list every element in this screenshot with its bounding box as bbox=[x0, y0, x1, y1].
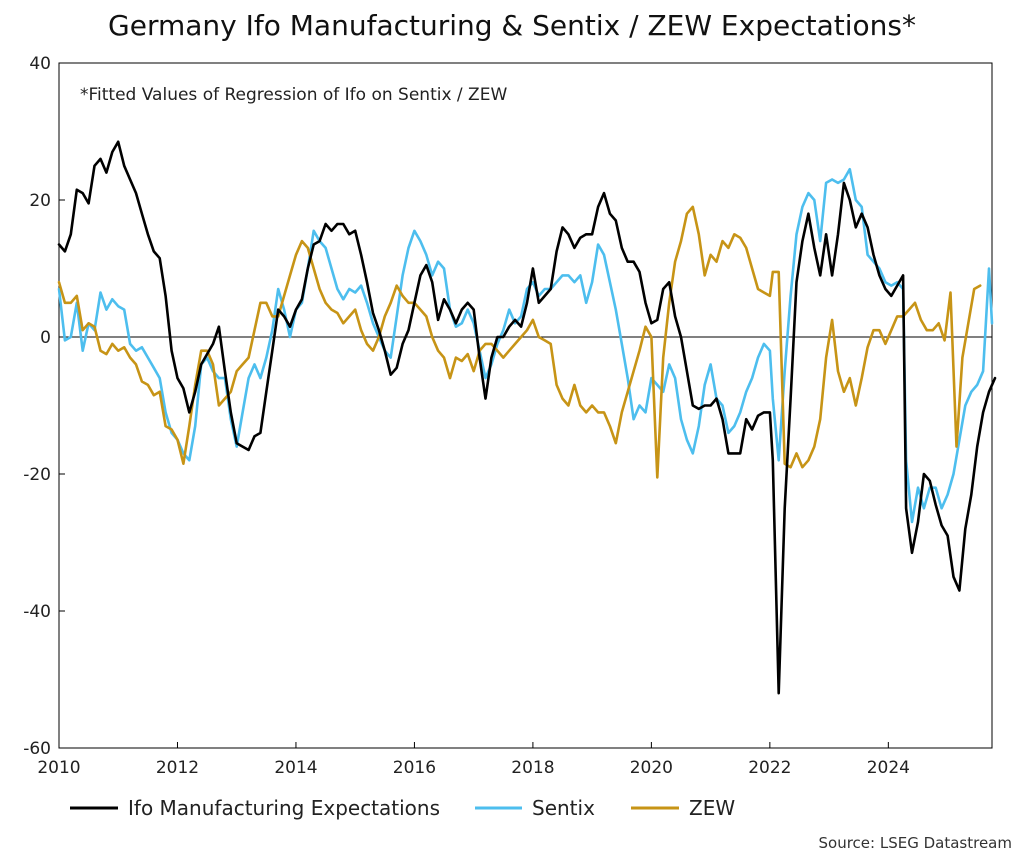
legend-label-sentix: Sentix bbox=[532, 796, 595, 820]
legend-label-ifo: Ifo Manufacturing Expectations bbox=[128, 796, 440, 820]
x-tick-label: 2024 bbox=[867, 758, 910, 778]
x-tick-label: 2020 bbox=[630, 758, 673, 778]
y-tick-label: -20 bbox=[23, 465, 51, 485]
x-tick-label: 2016 bbox=[393, 758, 436, 778]
chart-title: Germany Ifo Manufacturing & Sentix / ZEW… bbox=[108, 9, 916, 42]
plot-area-frame bbox=[58, 62, 993, 749]
x-axis: 2010 2012 2014 2016 2018 2020 2022 2024 bbox=[37, 742, 910, 778]
y-tick-label: -40 bbox=[23, 602, 51, 622]
x-tick-label: 2018 bbox=[511, 758, 554, 778]
x-tick-label: 2014 bbox=[274, 758, 317, 778]
x-tick-label: 2010 bbox=[37, 758, 80, 778]
chart-subtitle: *Fitted Values of Regression of Ifo on S… bbox=[80, 85, 507, 105]
y-axis: -60 -40 -20 0 20 40 bbox=[23, 54, 65, 759]
series-lines bbox=[57, 140, 997, 695]
y-tick-label: 20 bbox=[29, 191, 51, 211]
legend: Ifo Manufacturing Expectations Sentix ZE… bbox=[70, 796, 735, 820]
x-tick-label: 2012 bbox=[156, 758, 199, 778]
y-tick-label: 40 bbox=[29, 54, 51, 74]
sentix-line bbox=[57, 167, 994, 524]
y-tick-label: -60 bbox=[23, 739, 51, 759]
source-note: Source: LSEG Datastream bbox=[819, 834, 1012, 852]
y-tick-label: 0 bbox=[40, 328, 51, 348]
x-tick-label: 2022 bbox=[748, 758, 791, 778]
legend-label-zew: ZEW bbox=[689, 796, 735, 820]
zew-line bbox=[57, 205, 982, 479]
ifo-manufacturing-expectations-line bbox=[57, 140, 997, 695]
